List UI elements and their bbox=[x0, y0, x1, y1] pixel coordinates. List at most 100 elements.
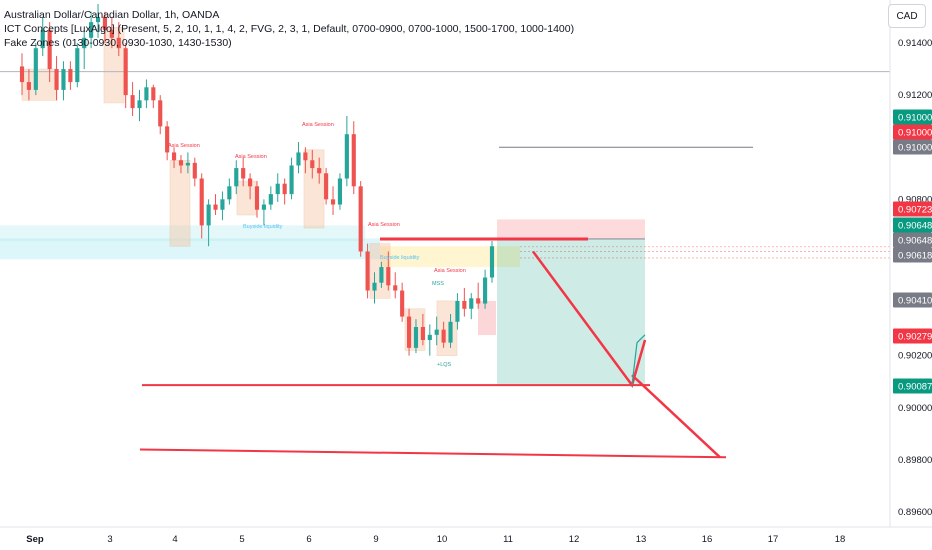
candle-body bbox=[248, 178, 253, 187]
candle-body bbox=[344, 134, 349, 179]
candle-body bbox=[268, 194, 273, 205]
symbol-title[interactable]: Australian Dollar/Canadian Dollar, 1h, O… bbox=[4, 9, 220, 21]
candle-body bbox=[337, 178, 343, 205]
candle-body bbox=[234, 168, 239, 187]
time-tick-label: 9 bbox=[373, 534, 378, 545]
time-tick-label: Sep bbox=[26, 534, 44, 545]
liquidity-zone bbox=[0, 238, 380, 260]
candle-body bbox=[413, 327, 419, 348]
candle-body bbox=[469, 298, 474, 309]
candle-body bbox=[130, 95, 135, 109]
price-label-text: 0.90410 bbox=[898, 296, 932, 307]
candle-body bbox=[330, 199, 336, 205]
ict-indicator-label[interactable]: ICT Concepts [LuxAlgo] (Present, 5, 2, 1… bbox=[4, 23, 575, 35]
candle-body bbox=[206, 204, 211, 226]
candle-body bbox=[489, 246, 495, 278]
candle-body bbox=[261, 204, 266, 210]
candle-body bbox=[317, 168, 322, 174]
price-label-badge bbox=[893, 328, 932, 344]
candle-body bbox=[54, 69, 59, 90]
target-line bbox=[139, 448, 727, 459]
price-label-badge bbox=[893, 378, 932, 394]
time-tick-label: 4 bbox=[172, 534, 177, 545]
session-label: Asia Session bbox=[235, 154, 267, 160]
price-tick-label: 0.90000 bbox=[898, 403, 932, 414]
price-label-text: 0.90279 bbox=[898, 332, 932, 343]
session-label: Asia Session bbox=[434, 268, 466, 274]
candle-body bbox=[213, 204, 218, 210]
price-tick-label: 0.91400 bbox=[898, 38, 932, 49]
candle-body bbox=[227, 186, 232, 200]
mss-label: MSS bbox=[432, 281, 444, 287]
price-tick-label: 0.91200 bbox=[898, 90, 932, 101]
liquidity-label: Buyside liquidity bbox=[243, 224, 283, 230]
candle-body bbox=[165, 126, 170, 153]
price-label-text: 0.91000 bbox=[898, 143, 932, 154]
candle-body bbox=[33, 48, 38, 90]
candle-body bbox=[441, 329, 446, 343]
projected-path-drop bbox=[631, 374, 721, 459]
candle-body bbox=[144, 87, 149, 101]
price-label-badge bbox=[893, 124, 932, 140]
candle-body bbox=[372, 282, 377, 291]
price-label-text: 0.90723 bbox=[898, 205, 932, 216]
price-label-badge bbox=[893, 109, 932, 125]
candle-body bbox=[448, 321, 453, 343]
candle-body bbox=[158, 100, 163, 127]
session-label: Asia Session bbox=[368, 222, 400, 228]
candle-body bbox=[420, 327, 425, 341]
candle-body bbox=[19, 66, 25, 83]
liquidity-label: Buyside liquidity bbox=[380, 255, 420, 261]
price-label-badge bbox=[893, 247, 932, 263]
take-profit-zone bbox=[497, 238, 645, 386]
candle-body bbox=[254, 186, 260, 210]
liquidity-zone bbox=[0, 225, 365, 242]
candle-body bbox=[75, 48, 80, 83]
candle-body bbox=[95, 16, 101, 23]
candle-body bbox=[220, 199, 225, 210]
candle-body bbox=[400, 290, 405, 317]
candle-body bbox=[310, 160, 315, 169]
price-tick-label: 0.89800 bbox=[898, 455, 932, 466]
time-tick-label: 17 bbox=[768, 534, 779, 545]
stop-loss-zone bbox=[497, 219, 645, 239]
candle-body bbox=[358, 186, 363, 252]
candle-body bbox=[386, 267, 391, 286]
currency-button[interactable]: CAD bbox=[888, 4, 926, 28]
candle-body bbox=[282, 183, 287, 195]
time-tick-label: 16 bbox=[702, 534, 713, 545]
candle-body bbox=[351, 134, 356, 187]
price-label-text: 0.91000 bbox=[898, 128, 932, 139]
candle-body bbox=[192, 162, 197, 179]
price-label-text: 0.90618 bbox=[898, 251, 932, 262]
candle-body bbox=[289, 165, 294, 195]
time-tick-label: 11 bbox=[503, 534, 513, 545]
candle-body bbox=[102, 16, 108, 30]
stop-zone-small bbox=[478, 300, 496, 336]
candle-body bbox=[199, 178, 204, 226]
price-label-badge bbox=[893, 292, 932, 308]
chart-legend: Australian Dollar/Canadian Dollar, 1h, O… bbox=[4, 8, 574, 50]
fake-zones-indicator-label[interactable]: Fake Zones (0130-0930, 0930-1030, 1430-1… bbox=[4, 37, 232, 49]
fvg-zone bbox=[380, 246, 520, 268]
candle-body bbox=[476, 298, 481, 304]
candle-body bbox=[406, 316, 412, 348]
candle-body bbox=[434, 329, 439, 335]
time-tick-label: 13 bbox=[636, 534, 647, 545]
session-label: Asia Session bbox=[168, 143, 200, 149]
candle-body bbox=[324, 173, 329, 200]
candle-body bbox=[303, 152, 308, 161]
candle-body bbox=[82, 37, 87, 49]
price-tick-label: 0.90200 bbox=[898, 351, 932, 362]
candle-body bbox=[365, 251, 370, 291]
candle-body bbox=[296, 152, 301, 166]
time-tick-label: 10 bbox=[437, 534, 448, 545]
candle-body bbox=[427, 334, 432, 341]
time-tick-label: 6 bbox=[306, 534, 311, 545]
price-label-text: 0.91000 bbox=[898, 113, 932, 124]
candle-body bbox=[178, 160, 184, 166]
price-label-badge bbox=[893, 232, 932, 248]
candle-body bbox=[185, 162, 190, 166]
candle-body bbox=[47, 29, 52, 70]
